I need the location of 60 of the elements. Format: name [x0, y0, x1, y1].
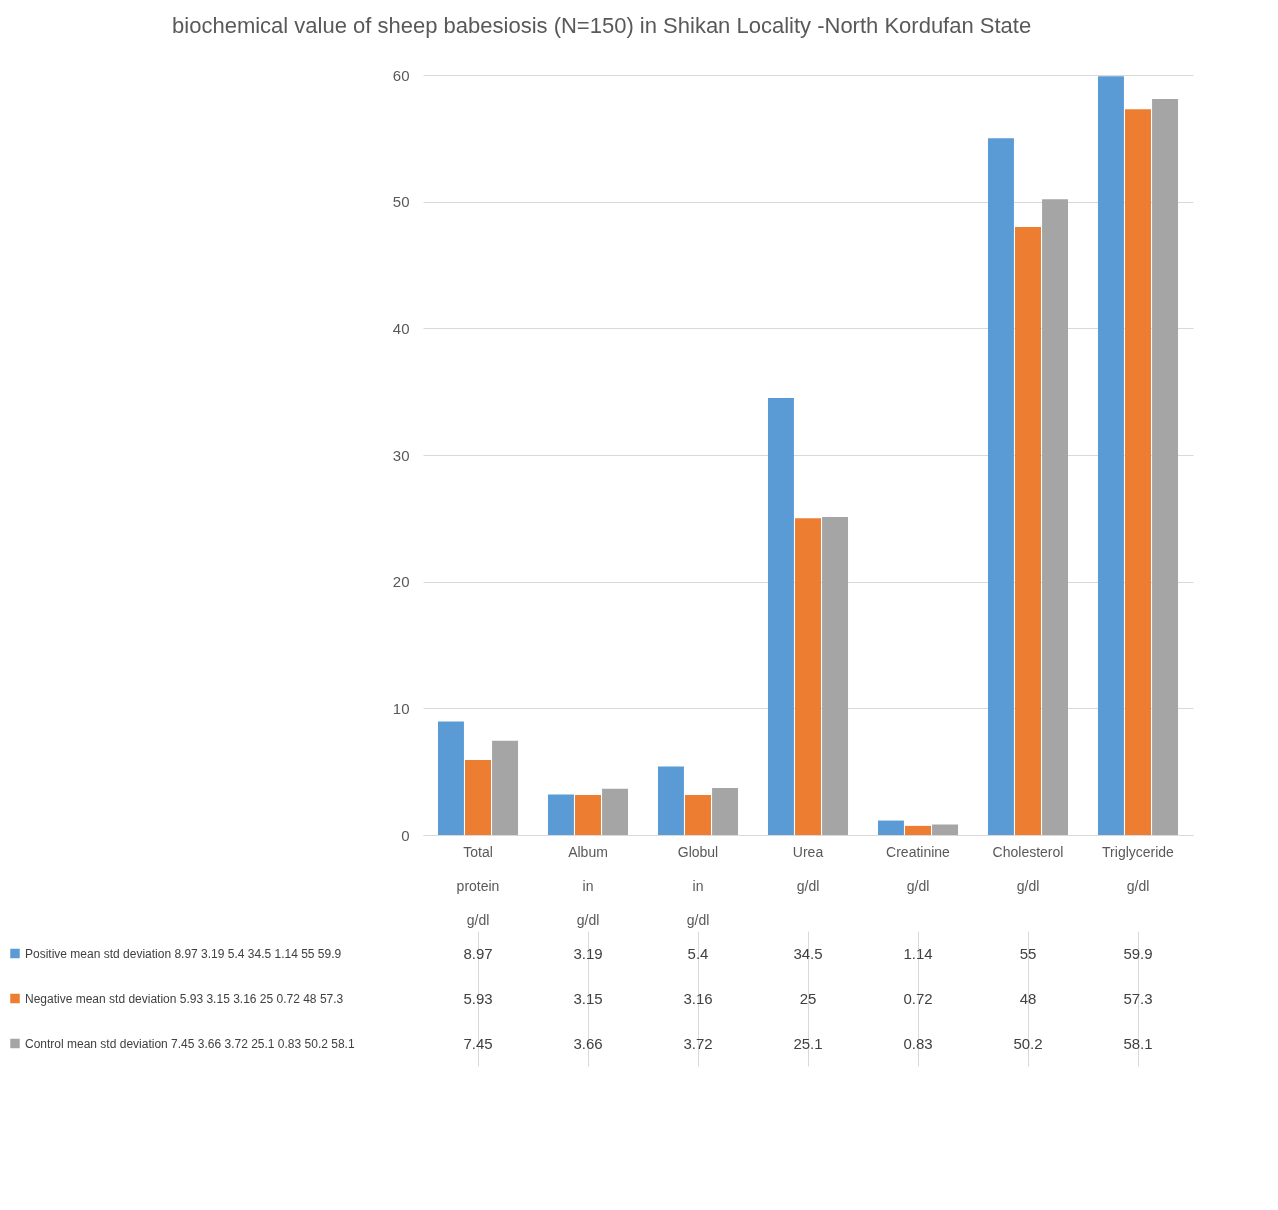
- bar: [1015, 227, 1041, 835]
- data-label: 48: [1019, 989, 1037, 1007]
- bar: [685, 794, 711, 835]
- bar: [492, 740, 519, 835]
- data-label: 59.9: [1123, 944, 1153, 962]
- data-label: 3.72: [683, 1034, 713, 1052]
- legend-label: Negative mean std deviation 5.93 3.15 3.16 25 0.72 48 57.3: [25, 991, 344, 1006]
- data-label: 50.2: [1013, 1034, 1043, 1052]
- data-label: 1.14: [903, 944, 933, 962]
- data-label: 57.3: [1123, 989, 1153, 1007]
- data-label: 8.97: [463, 944, 493, 962]
- data-label: 5.93: [463, 989, 493, 1007]
- legend-label: Control mean std deviation 7.45 3.66 3.72 25.1 0.83 50.2 58.1: [25, 1036, 355, 1051]
- category-label: Urea g/dl: [792, 843, 824, 894]
- category-label: Creatinine g/dl: [886, 843, 950, 894]
- bar: [1125, 109, 1151, 835]
- y-tick-label: 10: [392, 699, 410, 717]
- data-label: 3.15: [573, 989, 603, 1007]
- y-tick-label: 60: [392, 66, 410, 84]
- bar: [712, 787, 739, 835]
- data-label: 5.4: [687, 944, 709, 962]
- data-label: 55: [1019, 944, 1037, 962]
- data-label: 25.1: [793, 1034, 823, 1052]
- category-label: Album in g/dl: [568, 843, 608, 928]
- bar: [932, 824, 959, 835]
- legend-label: Positive mean std deviation 8.97 3.19 5.4 34.5 1.14 55 59.9: [25, 946, 342, 961]
- data-label: 7.45: [463, 1034, 493, 1052]
- y-tick-label: 20: [392, 573, 410, 591]
- y-tick-label: 40: [392, 319, 410, 337]
- category-label: Total protein g/dl: [456, 843, 500, 928]
- data-label: 3.16: [683, 989, 713, 1007]
- bar: [575, 795, 601, 835]
- category-label: Triglyceride g/dl: [1102, 843, 1174, 894]
- bar: [1152, 99, 1179, 835]
- bar: [547, 794, 574, 835]
- bar: [822, 517, 849, 835]
- bar: [657, 766, 684, 835]
- data-label: 0.83: [903, 1034, 933, 1052]
- bar: [877, 820, 904, 835]
- bar: [767, 398, 794, 835]
- data-label: 0.72: [903, 989, 933, 1007]
- category-label: Cholesterol g/dl: [992, 843, 1064, 894]
- bar: [987, 138, 1014, 835]
- bar: [795, 518, 821, 835]
- y-tick-label: 30: [392, 446, 410, 464]
- bar: [465, 759, 491, 835]
- y-tick-label: 0: [401, 826, 410, 844]
- data-label: 3.19: [573, 944, 603, 962]
- y-tick-label: 50: [392, 193, 410, 211]
- data-label: 3.66: [573, 1034, 603, 1052]
- chart-title: biochemical value of sheep babesiosis (N=150) in Shikan Locality -North Kordufan State: [172, 13, 1032, 38]
- bar: [602, 788, 629, 835]
- bar: [1097, 76, 1124, 835]
- bar: [437, 721, 464, 835]
- data-label: 25: [799, 989, 817, 1007]
- category-label: Globul in g/dl: [677, 843, 719, 928]
- bar: [905, 825, 931, 835]
- bar: [1042, 199, 1069, 835]
- data-label: 58.1: [1123, 1034, 1153, 1052]
- data-label: 34.5: [793, 944, 823, 962]
